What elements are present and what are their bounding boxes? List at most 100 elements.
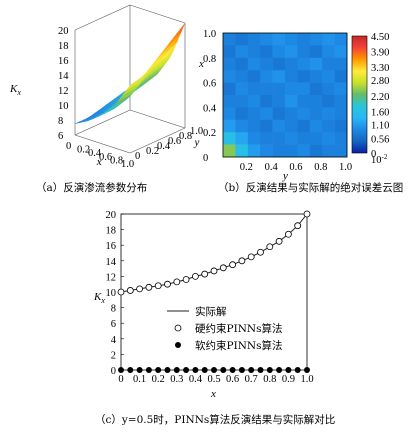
colorbar-tick-label: 0 [371, 149, 376, 160]
heatmap-cell [260, 107, 273, 121]
heatmap-cell [235, 45, 249, 59]
point-soft-constraint [155, 367, 162, 373]
heatmap-y-tick-label: 0.6 [203, 79, 216, 90]
heatmap-cell [260, 144, 273, 158]
heatmap-cell [322, 57, 335, 71]
heatmap-cell [285, 45, 298, 59]
point-hard-constraint [164, 280, 171, 288]
heatmap-cell [309, 132, 323, 145]
point-hard-constraint [126, 287, 134, 294]
heatmap-cell [272, 57, 286, 71]
heatmap-cell [334, 107, 348, 121]
heatmap-cell [322, 70, 335, 83]
y-axis-label-c: Kx [93, 291, 105, 305]
point-soft-constraint [229, 367, 236, 373]
panel-b-heatmap: 0 0.2 0.4 0.6 0.8 1.0 0.2 0.4 0.6 0.8 1.0 y x 4.50 3.… [198, 29, 389, 182]
point-hard-constraint [294, 222, 302, 230]
heatmap-cell [260, 95, 273, 108]
z-tick-label: 8 [58, 116, 63, 127]
x-axis-label-a: x [96, 156, 102, 168]
heatmap-cell [272, 82, 286, 96]
point-hard-constraint [229, 261, 237, 269]
heatmap-cell [260, 57, 273, 71]
point-soft-constraint [304, 367, 310, 373]
heatmap-cell [297, 33, 311, 46]
heatmap-cell [285, 119, 298, 133]
y-tick-label: 2 [111, 350, 116, 361]
heatmap-cell [322, 144, 335, 158]
z-tick-label: 12 [58, 86, 69, 97]
point-soft-constraint [192, 367, 199, 373]
y-tick-label: 16 [106, 241, 117, 252]
colorbar-tick-label: 2.20 [371, 92, 389, 103]
heatmap-cell [297, 144, 311, 158]
heatmap-cell [235, 107, 249, 121]
heatmap-cell [235, 132, 249, 145]
heatmap-cell [247, 82, 261, 96]
heatmap-cell [247, 57, 261, 71]
heatmap-y-tick-label: 0.2 [203, 128, 216, 139]
legend-filled-circle-swatch [175, 342, 181, 348]
x-tick-label: 0 [118, 374, 123, 385]
heatmap-cell [309, 33, 323, 46]
axis-y-line [129, 127, 186, 154]
z-tick-label: 18 [58, 41, 69, 52]
y-tick-label: 0 [111, 366, 116, 377]
heatmap-cell [235, 57, 249, 71]
heatmap-cell [247, 70, 261, 83]
heatmap-cell [309, 57, 323, 71]
heatmap-cell [260, 45, 273, 59]
colorbar-tick-label: 3.90 [371, 48, 389, 59]
z-tick-label: 6 [58, 131, 63, 142]
legend-label: 实际解 [195, 305, 227, 318]
y-tick-label: 8 [111, 304, 116, 315]
y-tick-label: 4 [111, 335, 117, 346]
heatmap-y-axis-label: x [198, 58, 204, 70]
y-tick-label: 6 [111, 319, 116, 330]
heatmap-cell [223, 144, 236, 158]
heatmap-x-tick-label: 0.8 [314, 162, 327, 173]
point-hard-constraint [173, 278, 181, 286]
x-tick-label: 0.6 [99, 152, 112, 163]
colorbar [351, 35, 368, 154]
x-tick-label: 0.1 [133, 374, 146, 385]
x-tick-label: 0.3 [170, 374, 183, 385]
heatmap-x-tick-label: 0.4 [265, 162, 279, 173]
heatmap-cell [297, 107, 311, 121]
heatmap-cell [309, 144, 323, 158]
heatmap-cell [223, 70, 236, 83]
heatmap-y-tick-label: 1.0 [203, 29, 216, 40]
heatmap-cell [322, 95, 335, 108]
heatmap-cell [247, 132, 261, 145]
colorbar-tick-label: 1.60 [371, 107, 389, 118]
heatmap-cell [309, 95, 323, 108]
x-tick-label: 0.7 [245, 374, 258, 385]
heatmap-cell [235, 82, 249, 96]
surface-axes-box [74, 4, 186, 154]
heatmap-cell [272, 70, 286, 83]
x-tick-label: 1.0 [300, 374, 313, 385]
z-axis-label: Kx [9, 83, 21, 97]
heatmap-cell [235, 33, 249, 46]
y-tick-label: 0.8 [179, 131, 192, 142]
heatmap-cell [285, 33, 298, 46]
heatmap-cells [223, 33, 348, 158]
heatmap-cell [334, 45, 348, 59]
heatmap-cell [285, 107, 298, 121]
heatmap-cell [247, 144, 261, 158]
heatmap-y-tick-label: 0 [203, 153, 208, 164]
heatmap-cell [247, 45, 261, 59]
z-tick-label: 14 [58, 71, 69, 82]
x-tick-label: 0.8 [110, 155, 123, 166]
point-soft-constraint [201, 367, 208, 373]
colorbar-tick-label: 0.56 [371, 134, 389, 145]
panel-c-line-chart: 0 2 4 6 8 10 12 14 16 18 20 0 0.1 0.2 0.3 0.4 0.5 0.6 0.7 0… [93, 210, 314, 400]
y-tick-label: 14 [106, 257, 117, 268]
point-soft-constraint [164, 367, 171, 373]
heatmap-cell [223, 119, 236, 133]
z-tick-label: 10 [58, 101, 69, 112]
heatmap-cell [272, 144, 286, 158]
heatmap-cell [235, 70, 249, 83]
heatmap-cell [322, 33, 335, 46]
